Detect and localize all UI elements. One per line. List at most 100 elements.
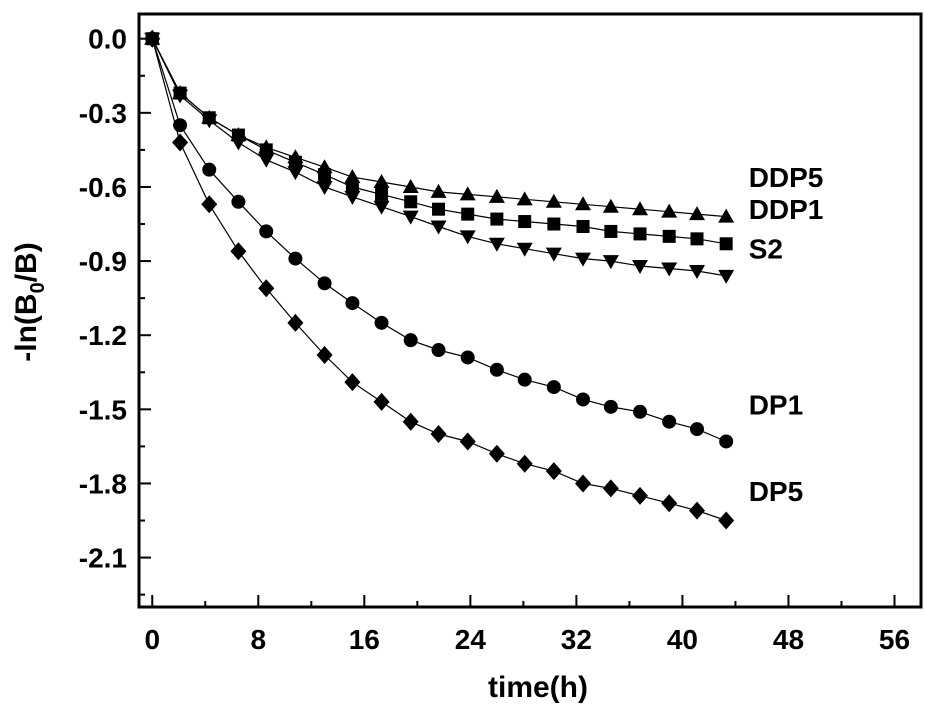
data-point (288, 251, 303, 266)
data-point (489, 362, 504, 377)
series-label-ddp1: DDP1 (749, 194, 824, 225)
data-point (259, 143, 273, 157)
data-point (518, 215, 532, 229)
data-point (344, 373, 361, 392)
data-point (288, 155, 302, 169)
data-point (259, 224, 274, 239)
data-point (432, 202, 446, 216)
data-point (545, 462, 562, 481)
data-point (603, 399, 618, 414)
series-label-ddp5: DDP5 (749, 162, 824, 193)
x-tick-label: 16 (349, 624, 380, 655)
data-point (172, 133, 189, 152)
data-point (632, 201, 649, 216)
data-point (172, 89, 189, 104)
data-point (604, 224, 618, 238)
x-tick-label: 32 (561, 624, 592, 655)
data-point (662, 229, 676, 243)
data-point (490, 212, 504, 226)
data-point (201, 114, 218, 129)
data-point (373, 174, 390, 189)
data-point (430, 425, 447, 444)
data-point (517, 372, 532, 387)
y-tick-label: -1.5 (79, 394, 127, 425)
series-label-s2: S2 (749, 234, 783, 265)
data-point (633, 404, 648, 419)
data-point (258, 279, 275, 298)
y-tick-label: -1.8 (79, 468, 127, 499)
data-point (575, 196, 592, 211)
x-tick-label: 40 (667, 624, 698, 655)
data-point (317, 276, 332, 291)
x-tick-label: 48 (773, 624, 804, 655)
data-point (576, 219, 590, 233)
data-point (460, 350, 475, 365)
data-point (287, 313, 304, 332)
data-point (575, 252, 592, 267)
data-point (718, 269, 735, 284)
y-tick-label: 0.0 (88, 24, 127, 55)
data-point (404, 195, 418, 209)
data-point (488, 444, 505, 463)
data-point (662, 414, 677, 429)
data-point (719, 237, 733, 251)
data-point (602, 479, 619, 498)
data-point (318, 168, 332, 182)
series-ddp5 (144, 30, 735, 223)
data-point (459, 186, 476, 201)
data-point (461, 207, 475, 221)
data-point (689, 501, 706, 520)
y-axis-title-prefix: -ln(B (10, 293, 43, 361)
y-tick-label: -1.2 (79, 320, 127, 351)
data-point (402, 210, 419, 225)
x-tick-label: 8 (250, 624, 266, 655)
series-s2 (144, 32, 735, 284)
data-point (374, 315, 389, 330)
data-point (316, 180, 333, 195)
data-point (459, 230, 476, 245)
data-point (689, 206, 706, 221)
series-line (151, 38, 727, 522)
data-point (258, 153, 275, 168)
data-point (602, 198, 619, 213)
data-point (690, 422, 705, 437)
data-point (373, 392, 390, 411)
data-point (547, 217, 561, 231)
plot-frame (137, 12, 923, 609)
data-point (661, 203, 678, 218)
data-point (632, 486, 649, 505)
data-point (230, 242, 247, 261)
data-point (602, 255, 619, 270)
data-point (431, 343, 446, 358)
data-point (202, 162, 217, 177)
data-point (488, 237, 505, 252)
data-point (231, 194, 246, 209)
data-point (575, 474, 592, 493)
data-point (201, 195, 218, 214)
data-point (488, 188, 505, 203)
series-label-dp5: DP5 (749, 476, 803, 507)
series-dp5 (144, 29, 735, 530)
data-point (661, 494, 678, 513)
data-point (345, 296, 360, 311)
series-layer (144, 29, 735, 530)
data-point (719, 434, 734, 449)
data-point (459, 432, 476, 451)
axes: 0 8 16 24 32 40 48 56 0.0 -0.3 -0.6 -0.9 -1.2 -1.5 -1.… (79, 12, 923, 655)
data-point (576, 392, 591, 407)
y-tick-label: -0.6 (79, 172, 127, 203)
data-point (287, 166, 304, 181)
y-axis-title-subscript: 0 (27, 282, 49, 293)
y-tick-label: -0.3 (79, 98, 127, 129)
data-point (718, 208, 735, 223)
data-point (545, 247, 562, 262)
data-point (402, 178, 419, 193)
data-point (690, 232, 704, 246)
data-point (516, 454, 533, 473)
x-tick-label: 0 (144, 624, 160, 655)
x-tick-label: 24 (455, 624, 487, 655)
y-axis-title: -ln(B0/B) (10, 242, 49, 361)
data-point (344, 190, 361, 205)
data-point (345, 180, 359, 194)
